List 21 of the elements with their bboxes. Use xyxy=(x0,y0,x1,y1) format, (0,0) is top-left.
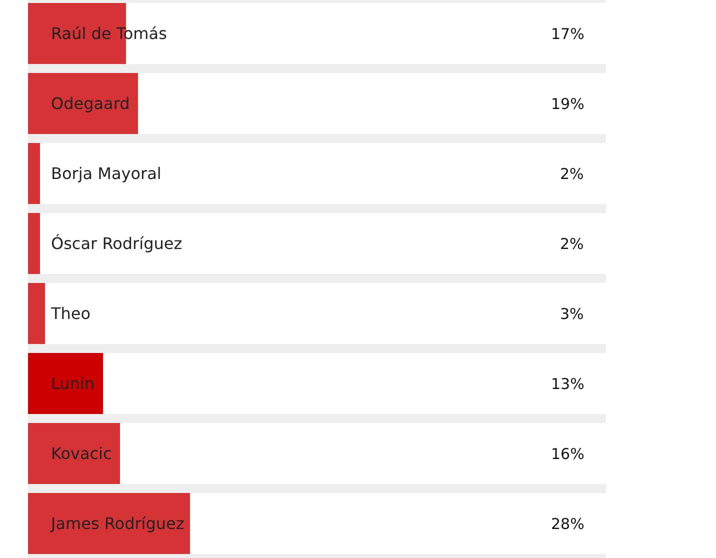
y-tick-label: Theo xyxy=(50,304,91,324)
data-label: 13% xyxy=(551,375,584,393)
data-label: 2% xyxy=(560,165,584,183)
bar xyxy=(28,353,103,414)
data-label: 2% xyxy=(560,235,584,253)
y-tick-label: Óscar Rodríguez xyxy=(51,234,182,254)
data-label: 28% xyxy=(551,515,584,533)
y-tick-label: Odegaard xyxy=(51,94,130,114)
bar xyxy=(28,283,45,344)
bar xyxy=(28,143,40,204)
data-label: 16% xyxy=(551,445,584,463)
y-tick-label: Borja Mayoral xyxy=(51,164,162,184)
data-label: 17% xyxy=(551,25,584,43)
y-tick-label: James Rodríguez xyxy=(50,514,184,534)
y-tick-label: Lunin xyxy=(51,374,94,394)
data-label: 19% xyxy=(551,95,584,113)
data-label: 3% xyxy=(560,305,584,323)
y-tick-label: Kovacic xyxy=(51,444,112,464)
bar xyxy=(28,73,138,134)
bar xyxy=(28,213,40,274)
bar xyxy=(28,423,120,484)
